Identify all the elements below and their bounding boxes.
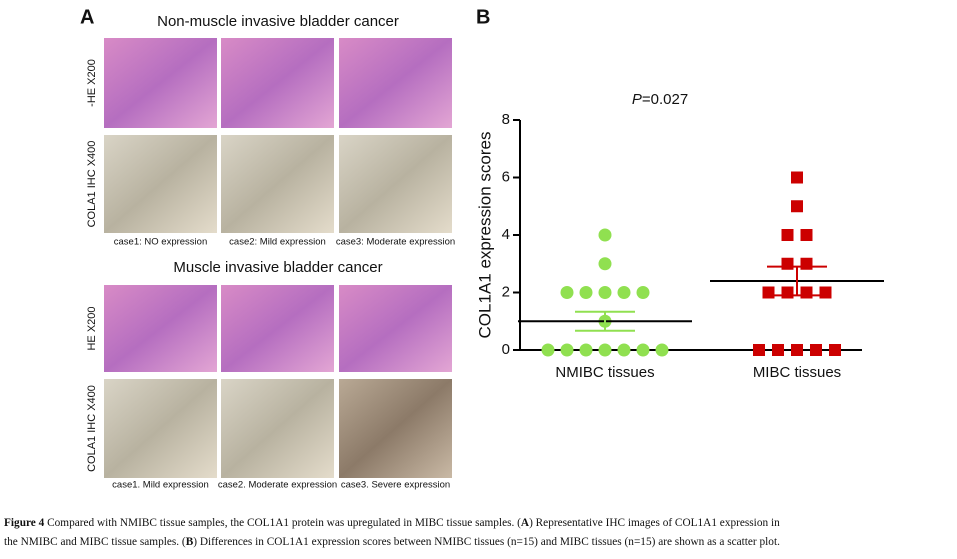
data-point xyxy=(772,344,784,356)
caption-segment: B xyxy=(186,536,194,548)
micrograph xyxy=(339,135,452,233)
data-point xyxy=(829,344,841,356)
data-point xyxy=(579,286,593,299)
micrograph xyxy=(221,38,334,128)
p-value: P=0.027 xyxy=(632,91,688,108)
caption-segment: Compared with NMIBC tissue samples, the … xyxy=(44,517,521,529)
data-point xyxy=(560,343,574,357)
row-label: -HE X200 xyxy=(86,59,98,107)
case-caption: case2. Moderate expression xyxy=(218,480,337,491)
data-point xyxy=(560,286,574,299)
caption-line: the NMIBC and MIBC tissue samples. (B) D… xyxy=(4,536,780,548)
caption-line: Figure 4 Compared with NMIBC tissue samp… xyxy=(4,517,780,529)
micrograph xyxy=(104,285,217,372)
data-point xyxy=(800,286,813,299)
case-caption: case2: Mild expression xyxy=(229,237,326,248)
p-symbol: P xyxy=(632,91,642,108)
section-title: Non-muscle invasive bladder cancer xyxy=(157,13,399,30)
panel-label: A xyxy=(80,6,94,28)
data-point xyxy=(753,344,765,356)
p-text: =0.027 xyxy=(642,91,688,108)
micrograph xyxy=(221,135,334,233)
data-point xyxy=(791,171,803,184)
micrograph xyxy=(339,379,452,478)
case-caption: case3: Moderate expression xyxy=(336,237,455,248)
data-point xyxy=(579,343,593,357)
micrograph xyxy=(104,379,217,478)
data-point xyxy=(617,343,631,357)
data-point xyxy=(781,229,794,241)
case-caption: case1. Mild expression xyxy=(112,480,209,491)
x-tick-label: NMIBC tissues xyxy=(555,364,654,381)
micrograph xyxy=(339,38,452,128)
micrograph xyxy=(221,379,334,478)
data-point xyxy=(598,286,612,299)
data-point xyxy=(800,229,813,241)
row-label: COLA1 IHC X400 xyxy=(86,385,98,472)
micrograph xyxy=(104,38,217,128)
case-caption: case1: NO expression xyxy=(114,237,207,248)
data-point xyxy=(655,343,669,357)
caption-segment: the NMIBC and MIBC tissue samples. ( xyxy=(4,536,186,548)
micrograph xyxy=(221,285,334,372)
case-caption: case3. Severe expression xyxy=(341,480,450,491)
data-point xyxy=(541,343,555,357)
row-label: COLA1 IHC X400 xyxy=(86,141,98,228)
data-point xyxy=(819,286,832,299)
x-tick-label: MIBC tissues xyxy=(753,364,841,381)
data-point xyxy=(598,228,612,242)
data-point xyxy=(791,200,803,213)
y-tick-label: 0 xyxy=(502,341,510,358)
data-point xyxy=(800,257,813,270)
panel-label: B xyxy=(476,6,490,28)
data-point xyxy=(781,257,794,270)
data-point xyxy=(762,286,775,299)
y-axis-label: COL1A1 expression scores xyxy=(475,132,494,339)
caption-segment: Figure 4 xyxy=(4,517,45,529)
y-tick-label: 4 xyxy=(502,226,510,243)
caption-segment: ) Differences in COL1A1 expression score… xyxy=(193,536,780,548)
micrograph xyxy=(104,135,217,233)
row-label: HE X200 xyxy=(86,306,98,350)
y-tick-label: 8 xyxy=(502,111,510,128)
caption-segment: ) Representative IHC images of COL1A1 ex… xyxy=(529,517,780,529)
caption-segment: A xyxy=(521,517,530,529)
y-tick-label: 2 xyxy=(502,283,510,300)
data-point xyxy=(781,286,794,299)
data-point xyxy=(791,344,803,356)
data-point xyxy=(598,257,612,271)
micrograph xyxy=(339,285,452,372)
data-point xyxy=(636,286,650,299)
data-point xyxy=(617,286,631,299)
data-point xyxy=(598,343,612,357)
y-tick-label: 6 xyxy=(502,168,510,185)
section-title: Muscle invasive bladder cancer xyxy=(173,259,382,276)
data-point xyxy=(636,343,650,357)
data-point xyxy=(810,344,822,356)
